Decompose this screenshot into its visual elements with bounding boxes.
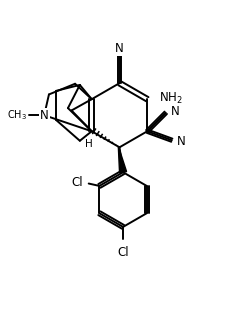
Text: N: N xyxy=(170,105,179,118)
Text: NH$_2$: NH$_2$ xyxy=(159,90,183,106)
Text: N: N xyxy=(115,42,124,55)
Text: Cl: Cl xyxy=(117,246,129,259)
Polygon shape xyxy=(118,146,127,173)
Text: N: N xyxy=(40,109,49,122)
Text: CH$_3$: CH$_3$ xyxy=(7,108,27,122)
Text: H: H xyxy=(86,139,93,149)
Text: N: N xyxy=(177,135,185,148)
Text: Cl: Cl xyxy=(71,176,83,189)
